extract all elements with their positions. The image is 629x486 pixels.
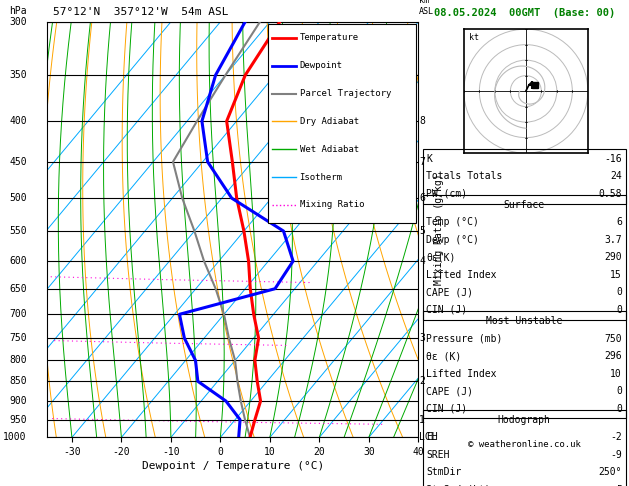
Text: Hodograph: Hodograph — [498, 415, 551, 425]
Text: Dry Adiabat: Dry Adiabat — [299, 117, 359, 126]
Text: 250°: 250° — [599, 467, 622, 477]
Text: 0.58: 0.58 — [599, 189, 622, 199]
Text: 57°12'N  357°12'W  54m ASL: 57°12'N 357°12'W 54m ASL — [53, 7, 229, 17]
Text: Parcel Trajectory: Parcel Trajectory — [299, 89, 391, 98]
Text: 0: 0 — [616, 288, 622, 297]
Text: 24: 24 — [610, 172, 622, 181]
Text: 650: 650 — [9, 284, 27, 294]
Text: 300: 300 — [9, 17, 27, 27]
Text: 600: 600 — [9, 256, 27, 266]
Text: Dewpoint: Dewpoint — [299, 61, 343, 70]
Text: 296: 296 — [604, 351, 622, 361]
Text: 6: 6 — [419, 193, 425, 203]
Text: LCL: LCL — [419, 433, 437, 442]
Text: 500: 500 — [9, 193, 27, 203]
Text: Mixing Ratio (g/kg): Mixing Ratio (g/kg) — [434, 174, 443, 285]
Text: CIN (J): CIN (J) — [426, 403, 467, 414]
Text: hPa: hPa — [9, 6, 27, 16]
Text: θε (K): θε (K) — [426, 351, 462, 361]
Text: StmDir: StmDir — [426, 467, 462, 477]
Text: Pressure (mb): Pressure (mb) — [426, 333, 503, 344]
Text: Totals Totals: Totals Totals — [426, 172, 503, 181]
Text: 1000: 1000 — [3, 433, 27, 442]
Text: 2: 2 — [419, 376, 425, 386]
Text: 700: 700 — [9, 309, 27, 319]
Text: Surface: Surface — [504, 200, 545, 210]
Text: PW (cm): PW (cm) — [426, 189, 467, 199]
Text: 5: 5 — [616, 485, 622, 486]
Text: 850: 850 — [9, 376, 27, 386]
Text: CAPE (J): CAPE (J) — [426, 288, 474, 297]
Text: Isotherm: Isotherm — [299, 173, 343, 182]
Text: 08.05.2024  00GMT  (Base: 00): 08.05.2024 00GMT (Base: 00) — [433, 8, 615, 18]
Text: Mixing Ratio: Mixing Ratio — [299, 200, 364, 209]
Text: -2: -2 — [610, 432, 622, 442]
Text: K: K — [426, 154, 432, 164]
Text: 6: 6 — [616, 218, 622, 227]
Text: EH: EH — [426, 432, 438, 442]
Text: 290: 290 — [604, 253, 622, 262]
Text: km
ASL: km ASL — [419, 0, 434, 16]
Text: CIN (J): CIN (J) — [426, 305, 467, 315]
Text: © weatheronline.co.uk: © weatheronline.co.uk — [468, 440, 581, 449]
Text: 900: 900 — [9, 396, 27, 406]
X-axis label: Dewpoint / Temperature (°C): Dewpoint / Temperature (°C) — [142, 461, 324, 471]
Text: 450: 450 — [9, 157, 27, 167]
Text: 0: 0 — [616, 386, 622, 396]
Text: 5: 5 — [419, 226, 425, 236]
Text: 750: 750 — [604, 333, 622, 344]
Text: kt: kt — [469, 33, 479, 42]
Text: θε(K): θε(K) — [426, 253, 456, 262]
Text: Lifted Index: Lifted Index — [426, 368, 497, 379]
FancyBboxPatch shape — [268, 24, 416, 223]
Text: 400: 400 — [9, 116, 27, 126]
Text: 10: 10 — [610, 368, 622, 379]
Text: Dewp (°C): Dewp (°C) — [426, 235, 479, 245]
Text: 3.7: 3.7 — [604, 235, 622, 245]
Text: 3: 3 — [419, 333, 425, 343]
Text: 550: 550 — [9, 226, 27, 236]
Text: Wet Adiabat: Wet Adiabat — [299, 145, 359, 154]
Text: 7: 7 — [419, 157, 425, 167]
Text: Most Unstable: Most Unstable — [486, 316, 562, 326]
Text: -9: -9 — [610, 450, 622, 460]
Text: 1: 1 — [419, 415, 425, 425]
Text: 950: 950 — [9, 415, 27, 425]
Text: 750: 750 — [9, 333, 27, 343]
Text: 0: 0 — [616, 305, 622, 315]
Text: SREH: SREH — [426, 450, 450, 460]
Text: 0: 0 — [616, 403, 622, 414]
Text: 350: 350 — [9, 70, 27, 80]
Text: CAPE (J): CAPE (J) — [426, 386, 474, 396]
Text: 15: 15 — [610, 270, 622, 280]
Text: 4: 4 — [419, 256, 425, 266]
Text: 8: 8 — [419, 116, 425, 126]
Text: Lifted Index: Lifted Index — [426, 270, 497, 280]
Text: -16: -16 — [604, 154, 622, 164]
Text: StmSpd (kt): StmSpd (kt) — [426, 485, 491, 486]
Text: 800: 800 — [9, 355, 27, 365]
Text: Temp (°C): Temp (°C) — [426, 218, 479, 227]
Text: Temperature: Temperature — [299, 34, 359, 42]
